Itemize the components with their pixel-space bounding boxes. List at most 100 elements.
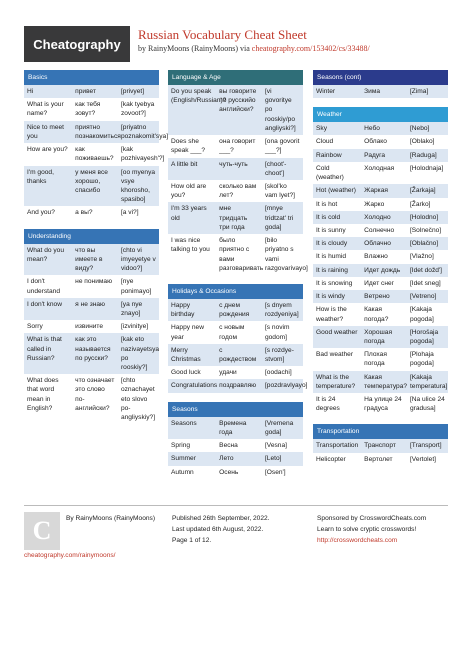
english: Happy new year (171, 324, 204, 341)
vocab-table: Seasons Времена года [Vremena goda] Spring В… (168, 416, 303, 479)
english: Congratulations (168, 379, 217, 393)
russian: не понимаю (75, 278, 113, 286)
transliteration: [Plohaja pogoda] (409, 351, 434, 368)
row: Hi привет [privyet] (24, 85, 159, 99)
row: Cloud Облако [Oblako] (313, 135, 448, 148)
english: I'm good, thanks (24, 165, 73, 207)
row: Helicopter Вертолет [Vertolet] (313, 453, 448, 466)
english: Transportation (313, 439, 362, 453)
english: A little bit (168, 157, 217, 180)
english: Seasons (168, 416, 217, 440)
english: How old are you? (171, 182, 207, 200)
transliteration: [Zima] (406, 85, 448, 99)
english: Do you speak (English/Russian)? (168, 85, 226, 136)
russian: Зима (361, 85, 407, 99)
section-title: Seasons (cont) (313, 70, 448, 85)
section: Holidays & Occasions Happy birthday с днем… (168, 283, 307, 393)
english: It is windy (313, 290, 362, 304)
english: And you? (27, 209, 55, 217)
row: A little bit чуть-чуть [choot'-choot'] (168, 157, 303, 180)
transliteration: [oodachi] (264, 369, 292, 377)
russian: было приятно с вами разговаривать (219, 237, 264, 272)
transliteration: [Transport] (406, 439, 448, 453)
english: It is cloudy (313, 237, 362, 251)
table-body: Sky Небо [Nebo] Cloud Облако [Oblako] Rainbow Р… (313, 122, 448, 415)
transliteration: [Holodno] (406, 210, 448, 224)
transliteration: [Vremena goda] (261, 416, 303, 440)
transliteration: [Vlažno] (409, 253, 434, 261)
transliteration: [kak eto nazivayetsya po rooskiy?] (117, 333, 159, 375)
transliteration: [Žarko] (409, 200, 431, 208)
vocab-table: Winter Зима [Zima] (313, 85, 448, 99)
row: What is that called in Russian? как это н… (24, 333, 159, 375)
row: Cold (weather) Холодная [Holodnaja] (313, 162, 448, 184)
row: Happy birthday с днем рождения [s dnyem ro… (168, 298, 303, 322)
row: I'm good, thanks у меня все хорошо, спаси… (24, 165, 159, 207)
logo[interactable]: Cheatography (24, 26, 130, 62)
row: Congratulations поздравляю [pozdravlyayo] (168, 379, 307, 393)
english: Autumn (171, 468, 194, 476)
transliteration: [nye ponimayo] (120, 278, 152, 295)
english: I don't understand (27, 278, 60, 295)
footer-link[interactable]: cheatography.com/rainymoons/ (24, 552, 116, 559)
russian: Плохая погода (364, 351, 387, 368)
english: Spring (171, 442, 191, 450)
transliteration: [Na ulice 24 gradusa] (409, 396, 445, 413)
vocab-table: Sky Небо [Nebo] Cloud Облако [Oblako] Rainbow Р… (313, 122, 448, 415)
table-body: Hi привет [privyet] What is your name? как т… (24, 85, 168, 220)
english: Sky (313, 122, 362, 136)
transliteration: [Osen'] (264, 468, 286, 476)
transliteration: [Vetreno] (406, 290, 448, 304)
transliteration: [s dnyem rozdyeniya] (261, 298, 303, 322)
footer-author: By RainyMoons (RainyMoons) (66, 515, 156, 522)
english: How is the weather? (316, 306, 347, 323)
source-link[interactable]: cheatography.com/153402/cs/33488/ (251, 44, 370, 53)
row: Does she speak ___? она говорит ___? [ona … (168, 135, 303, 157)
english: It is cold (313, 210, 362, 224)
russian: извините (75, 323, 104, 331)
row: Rainbow Радуга [Raduga] (313, 148, 448, 162)
section: Transportation Transportation Транспорт [Tr… (313, 424, 448, 465)
russian: привет (72, 85, 118, 99)
english: Happy birthday (168, 298, 217, 322)
section: Basics Hi привет [privyet] What is your name… (24, 70, 168, 220)
section: Seasons (cont) Winter Зима [Zima] (313, 70, 448, 99)
russian: Холодная (364, 164, 395, 172)
transliteration: [Žarkaja] (406, 184, 448, 198)
transliteration: [skol'ko vam lyet?] (264, 182, 296, 200)
russian: что вы имеете в виду? (72, 243, 118, 276)
row: Happy new year с новым годом [s novim godo… (168, 321, 303, 343)
russian: Какая температура? (361, 370, 407, 394)
row: Bad weather Плохая погода [Plohaja pogoda] (313, 348, 448, 370)
english: Cold (weather) (316, 164, 344, 182)
russian: мне тридцать три года (216, 202, 262, 235)
row: Sorry извините [izvinitye] (24, 320, 159, 333)
sponsor-link[interactable]: http://crosswordcheats.com (317, 537, 398, 544)
row: Merry Christmas с рождеством [s rozdye-stv… (168, 343, 303, 367)
russian: Транспорт (361, 439, 407, 453)
russian: а вы? (75, 209, 93, 217)
table-body: What do you mean? что вы имеете в виду? [c… (24, 243, 159, 425)
section-title: Holidays & Occasions (168, 283, 303, 299)
section-title: Understanding (24, 228, 159, 244)
transliteration: [Vertolet] (409, 455, 436, 463)
english: Good weather (313, 325, 362, 349)
russian: Радуга (361, 148, 407, 162)
vocab-table: Transportation Транспорт [Transport] Helico… (313, 439, 448, 465)
russian: Ветрено (361, 290, 407, 304)
row: It is cold Холодно [Holodno] (313, 210, 448, 224)
row: It is windy Ветрено [Vetreno] (313, 290, 448, 304)
sponsor: Sponsored by CrosswordCheats.com (317, 515, 427, 522)
page-number: Page 1 of 12. (172, 537, 212, 544)
russian: она говорит ___? (219, 138, 256, 155)
byline: by RainyMoons (RainyMoons) via cheatogra… (138, 44, 370, 53)
russian: Осень (219, 468, 239, 476)
english: It is snowing (316, 279, 353, 287)
section-title: Weather (313, 107, 448, 123)
row: Spring Весна [Vesna] (168, 439, 303, 452)
row: It is raining Идет дождь [Idet dožd'] (313, 263, 448, 277)
english: Does she speak ___? (171, 138, 206, 155)
russian: удачи (219, 369, 237, 377)
russian: На улице 24 градуса (364, 396, 402, 413)
